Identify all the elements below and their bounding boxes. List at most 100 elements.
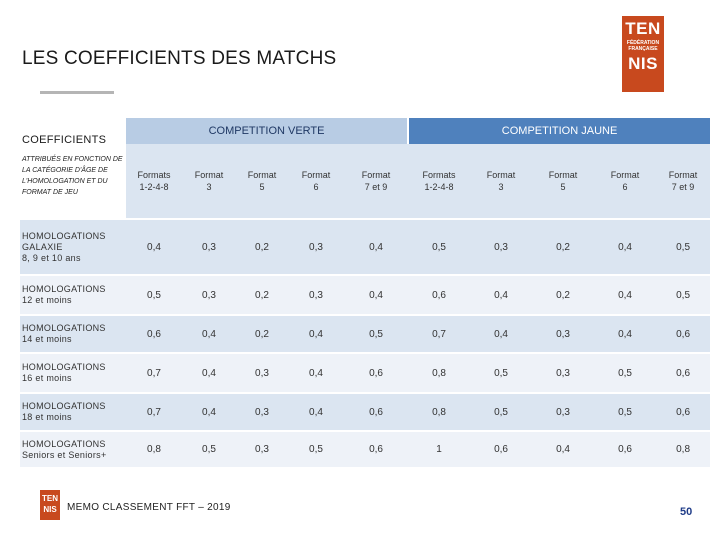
coefficient-cell: 0,5 xyxy=(470,392,533,431)
coefficient-cell: 0,2 xyxy=(236,314,288,353)
coefficient-cell: 0,5 xyxy=(656,274,711,315)
row-label: HOMOLOGATIONS 18 et moins xyxy=(20,392,126,431)
coefficient-cell: 0,2 xyxy=(236,218,288,275)
format-header-value: 7 et 9 xyxy=(364,182,388,192)
format-header-label: Format xyxy=(194,170,224,180)
format-header-label: Formats xyxy=(137,170,171,180)
table-corner: COEFFICIENTS ATTRIBUÉS EN FONCTION DE LA… xyxy=(20,118,126,219)
table-row: HOMOLOGATIONS GALAXIE 8, 9 et 10 ans 0,4 0,3… xyxy=(20,218,711,275)
coefficient-cell: 0,3 xyxy=(532,314,595,353)
coefficient-cell: 0,5 xyxy=(594,352,657,393)
format-header-label: Format xyxy=(610,170,640,180)
format-header-label: Formats xyxy=(422,170,456,180)
format-header-label: Format xyxy=(301,170,331,180)
coefficient-cell: 0,3 xyxy=(532,392,595,431)
coefficient-cell: 0,8 xyxy=(408,352,471,393)
format-header-label: Format xyxy=(247,170,277,180)
row-label: HOMOLOGATIONS GALAXIE 8, 9 et 10 ans xyxy=(20,218,126,275)
format-header-cell: Format 3 xyxy=(470,144,533,219)
coefficient-cell: 0,6 xyxy=(656,392,711,431)
group-header-yellow: COMPETITION JAUNE xyxy=(408,118,711,144)
format-header-value: 3 xyxy=(206,182,212,192)
format-header-cell: Format 7 et 9 xyxy=(344,144,409,219)
coefficient-cell: 0,4 xyxy=(344,218,409,275)
coefficient-cell: 0,6 xyxy=(470,430,533,467)
row-label-line: 8, 9 et 10 ans xyxy=(22,252,81,263)
coefficient-cell: 0,5 xyxy=(182,430,236,467)
coefficient-cell: 0,3 xyxy=(236,392,288,431)
format-header-label: Format xyxy=(486,170,516,180)
coefficient-cell: 0,2 xyxy=(532,274,595,315)
corner-title: COEFFICIENTS xyxy=(22,134,107,146)
coefficient-cell: 0,3 xyxy=(288,218,344,275)
coefficient-cell: 0,7 xyxy=(126,392,182,431)
page-number: 50 xyxy=(680,506,693,518)
format-header-label: Format xyxy=(668,170,698,180)
footer-text: MEMO CLASSEMENT FFT – 2019 xyxy=(67,502,231,513)
coefficient-cell: 0,3 xyxy=(182,218,236,275)
row-label-line: 12 et moins xyxy=(22,295,72,305)
coefficient-cell: 0,4 xyxy=(288,314,344,353)
coefficient-cell: 0,4 xyxy=(344,274,409,315)
coefficient-cell: 0,4 xyxy=(532,430,595,467)
format-header-cell: Format 6 xyxy=(288,144,344,219)
format-header-value: 6 xyxy=(313,182,319,192)
row-label-line: HOMOLOGATIONS xyxy=(22,284,106,294)
coefficient-cell: 0,4 xyxy=(288,392,344,431)
coefficient-cell: 0,8 xyxy=(126,430,182,467)
format-header-label: Format xyxy=(548,170,578,180)
format-header-cell: Formats 1-2-4-8 xyxy=(126,144,182,219)
coefficient-cell: 1 xyxy=(408,430,471,467)
row-label-line: HOMOLOGATIONS xyxy=(22,401,106,411)
coefficient-cell: 0,3 xyxy=(532,352,595,393)
coefficient-cell: 0,4 xyxy=(126,218,182,275)
coefficient-cell: 0,6 xyxy=(344,430,409,467)
coefficient-cell: 0,4 xyxy=(182,392,236,431)
fft-tennis-logo-small: TEN NIS xyxy=(40,490,60,520)
row-label-line: 16 et moins xyxy=(22,373,72,383)
format-header-value: 5 xyxy=(259,182,265,192)
coefficient-cell: 0,6 xyxy=(594,430,657,467)
format-header-cell: Formats 1-2-4-8 xyxy=(408,144,471,219)
coefficient-cell: 0,3 xyxy=(236,430,288,467)
small-logo-text-bottom: NIS xyxy=(43,505,57,514)
coefficient-cell: 0,4 xyxy=(182,314,236,353)
format-header-row: Formats 1-2-4-8 Format 3 Format 5 Format 6 Forma… xyxy=(20,144,711,219)
table-row: HOMOLOGATIONS 16 et moins 0,7 0,4 0,3 0,4 0,6 0… xyxy=(20,352,711,393)
coefficient-cell: 0,6 xyxy=(408,274,471,315)
coefficient-cell: 0,4 xyxy=(470,274,533,315)
coefficient-cell: 0,5 xyxy=(288,430,344,467)
row-label: HOMOLOGATIONS 16 et moins xyxy=(20,352,126,393)
coefficient-cell: 0,4 xyxy=(594,314,657,353)
coefficient-cell: 0,8 xyxy=(656,430,711,467)
coefficient-cell: 0,3 xyxy=(182,274,236,315)
table-row: HOMOLOGATIONS Seniors et Seniors+ 0,8 0,5 0,… xyxy=(20,430,711,467)
coefficient-cell: 0,6 xyxy=(344,392,409,431)
row-label: HOMOLOGATIONS 12 et moins xyxy=(20,274,126,315)
coefficient-cell: 0,6 xyxy=(344,352,409,393)
coefficient-cell: 0,6 xyxy=(656,352,711,393)
coefficient-cell: 0,5 xyxy=(470,352,533,393)
format-header-cell: Format 3 xyxy=(182,144,236,219)
logo-text-top: TEN xyxy=(625,19,661,38)
coefficient-cell: 0,4 xyxy=(470,314,533,353)
table-row: HOMOLOGATIONS 12 et moins 0,5 0,3 0,2 0,3 0,4 0… xyxy=(20,274,711,315)
row-label-line: HOMOLOGATIONS xyxy=(22,323,106,333)
row-label-line: HOMOLOGATIONS xyxy=(22,362,106,372)
corner-subtitle: ATTRIBUÉS EN FONCTION DE LA CATÉGORIE D'… xyxy=(22,156,123,196)
row-label: HOMOLOGATIONS 14 et moins xyxy=(20,314,126,353)
coefficients-table: COEFFICIENTS ATTRIBUÉS EN FONCTION DE LA… xyxy=(20,118,711,467)
format-header-cell: Format 7 et 9 xyxy=(656,144,711,219)
page-title: LES COEFFICIENTS DES MATCHS xyxy=(22,48,337,69)
coefficient-cell: 0,6 xyxy=(126,314,182,353)
format-header-value: 5 xyxy=(560,182,566,192)
format-header-value: 1-2-4-8 xyxy=(139,182,169,192)
coefficient-cell: 0,5 xyxy=(594,392,657,431)
format-header-cell: Format 6 xyxy=(594,144,657,219)
coefficient-cell: 0,7 xyxy=(408,314,471,353)
format-header-value: 3 xyxy=(498,182,504,192)
table-row: HOMOLOGATIONS 14 et moins 0,6 0,4 0,2 0,4 0,5 0… xyxy=(20,314,711,353)
format-header-label: Format xyxy=(361,170,391,180)
coefficient-cell: 0,5 xyxy=(656,218,711,275)
fft-tennis-logo: TEN FÉDÉRATION FRANÇAISE NIS xyxy=(622,16,664,92)
